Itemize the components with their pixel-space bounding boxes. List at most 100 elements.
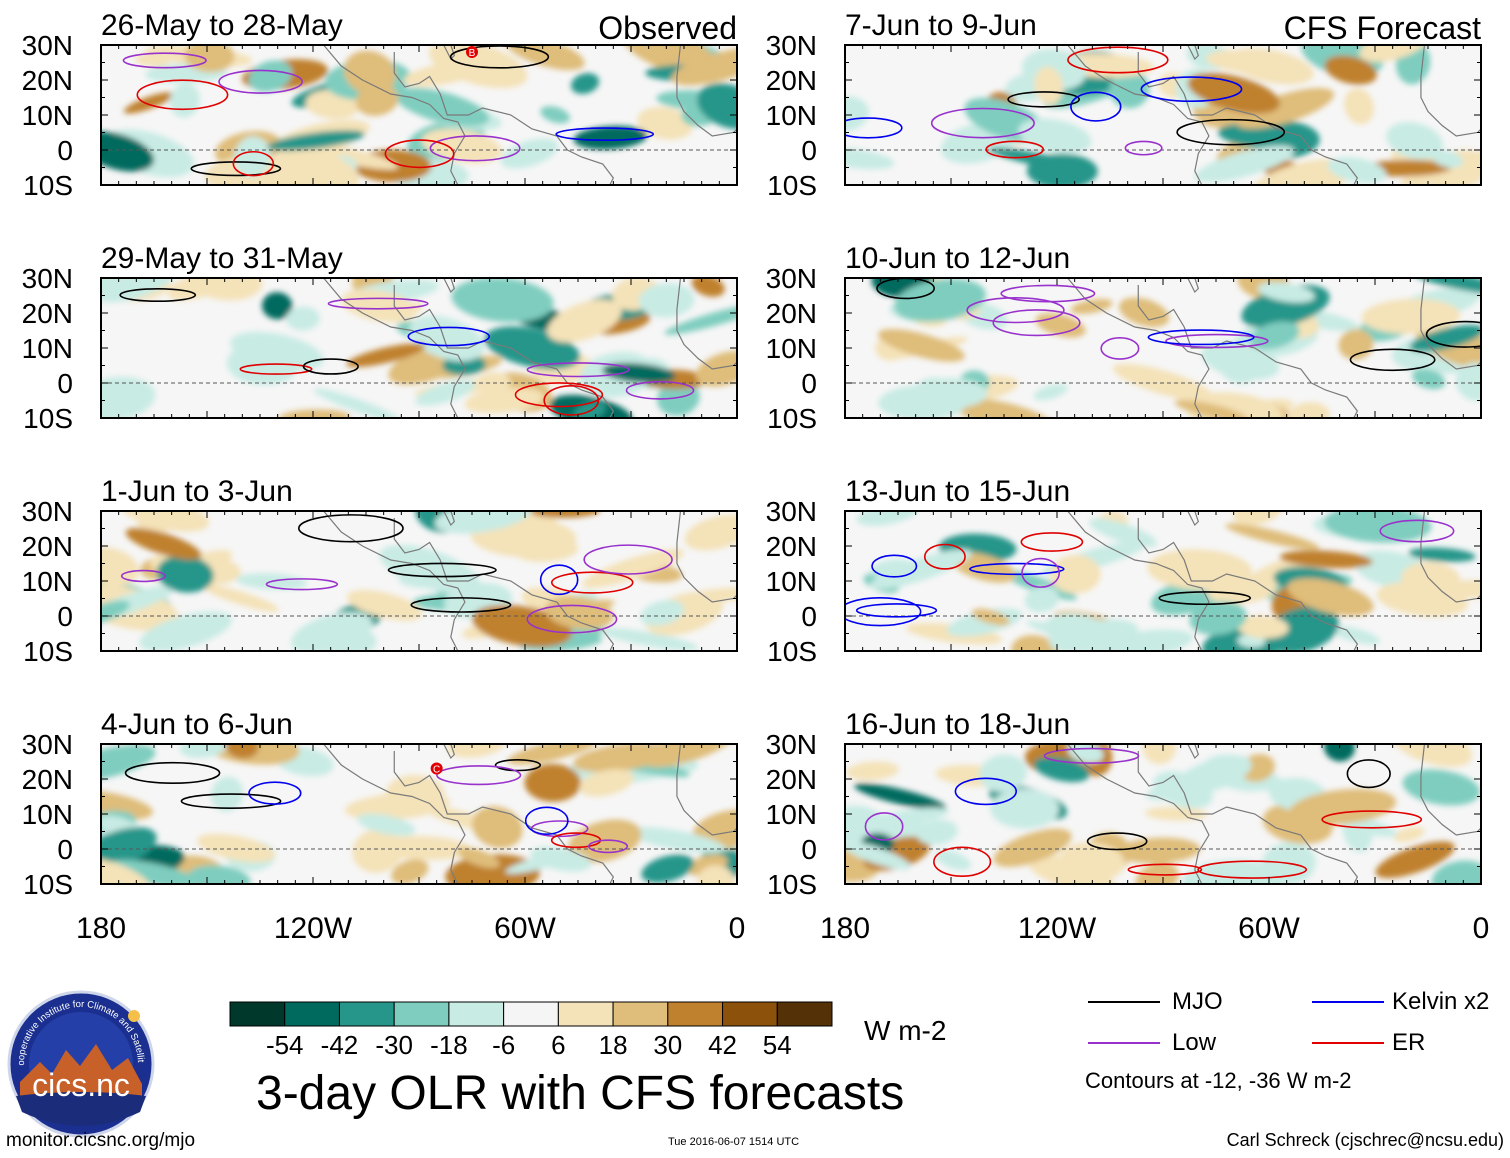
contour-note: Contours at -12, -36 W m-2 — [1085, 1068, 1352, 1093]
lat-tick: 20N — [22, 764, 73, 795]
lat-tick: 10S — [767, 170, 817, 201]
legend-label-mjo: MJO — [1172, 988, 1223, 1015]
legend-label-er: ER — [1392, 1029, 1426, 1056]
lat-tick: 10S — [23, 170, 73, 201]
forecast-panel-1: 30N 20N 10N 0 10S 7-Jun to 9-Jun CFS Forecast — [766, 9, 1482, 201]
forecast-panel-3: 30N 20N 10N 0 10S 13-Jun to 15-Jun — [766, 475, 1482, 667]
legend — [1088, 1001, 1384, 1044]
lat-tick: 30N — [766, 729, 817, 760]
colorbar-tick: 30 — [653, 1030, 682, 1060]
lat-tick: 10S — [23, 636, 73, 667]
colorbar-tick: -42 — [321, 1030, 359, 1060]
lon-tick: 120W — [1018, 912, 1097, 945]
colorbar-swatch — [338, 1001, 395, 1027]
colorbar-tick: -54 — [266, 1030, 304, 1060]
lat-tick: 30N — [22, 30, 73, 61]
colorbar-units: W m-2 — [864, 1015, 947, 1046]
lat-tick: 20N — [766, 531, 817, 562]
lat-tick: 20N — [22, 65, 73, 96]
colorbar: -54 -42 -30 -18 -6 6 18 30 42 54 — [229, 1001, 833, 1060]
forecast-panel-4: 30N 20N 10N 0 10S 16-Jun to 18-Jun — [766, 708, 1482, 900]
lat-tick: 0 — [801, 135, 817, 166]
legend-label-kelvin: Kelvin x2 — [1392, 988, 1490, 1015]
logo-name: cics.nc — [32, 1067, 130, 1103]
lat-tick: 10N — [22, 799, 73, 830]
lat-tick: 0 — [801, 368, 817, 399]
lat-tick: 20N — [766, 298, 817, 329]
colorbar-swatch — [503, 1001, 559, 1027]
lat-tick: 0 — [57, 601, 73, 632]
colorbar-swatch — [448, 1001, 505, 1027]
footer-url[interactable]: monitor.cicsnc.org/mjo — [6, 1130, 196, 1151]
lat-tick: 30N — [766, 30, 817, 61]
colorbar-swatch — [776, 1001, 833, 1027]
colorbar-swatch — [612, 1001, 669, 1027]
colorbar-swatch — [393, 1001, 450, 1027]
panel-title: 16-Jun to 18-Jun — [845, 708, 1070, 741]
lat-tick: 20N — [766, 65, 817, 96]
lat-tick: 0 — [57, 834, 73, 865]
lat-tick: 30N — [22, 263, 73, 294]
lat-tick: 30N — [22, 496, 73, 527]
colorbar-tick: 6 — [551, 1030, 565, 1060]
colorbar-swatch — [722, 1001, 778, 1027]
lat-tick: 0 — [57, 135, 73, 166]
colorbar-tick: -30 — [375, 1030, 413, 1060]
lat-tick: 10N — [22, 333, 73, 364]
footer-timestamp: Tue 2016-06-07 1514 UTC — [668, 1136, 800, 1148]
lat-tick: 10S — [767, 403, 817, 434]
storm-label: C — [433, 765, 440, 776]
lat-tick: 10N — [766, 333, 817, 364]
colorbar-tick: 18 — [599, 1030, 628, 1060]
lon-tick: 180 — [76, 912, 126, 945]
storm-label: B — [469, 48, 476, 59]
forecast-panel-2: 30N 20N 10N 0 10S 10-Jun to 12-Jun — [766, 242, 1482, 434]
panel-title: 10-Jun to 12-Jun — [845, 242, 1070, 275]
lat-tick: 30N — [766, 263, 817, 294]
colorbar-swatch — [557, 1001, 614, 1027]
storm-marker — [466, 46, 478, 58]
lat-tick: 10N — [766, 566, 817, 597]
lat-tick: 10S — [767, 636, 817, 667]
colorbar-tick: -18 — [430, 1030, 468, 1060]
lon-tick: 0 — [1473, 912, 1490, 945]
panel-title: 26-May to 28-May — [101, 9, 343, 42]
lon-tick: 60W — [1238, 912, 1300, 945]
observed-panel-4: 30N 20N 10N 0 10S 4-Jun to 6-Jun C — [22, 708, 738, 900]
lat-tick: 30N — [22, 729, 73, 760]
panel-title: 1-Jun to 3-Jun — [101, 475, 293, 508]
storm-marker — [430, 762, 443, 775]
lat-tick: 20N — [766, 764, 817, 795]
panel-title: 4-Jun to 6-Jun — [101, 708, 293, 741]
lat-tick: 10S — [23, 403, 73, 434]
lon-tick: 180 — [820, 912, 870, 945]
lon-tick: 0 — [729, 912, 746, 945]
colorbar-swatch — [229, 1001, 286, 1027]
lat-tick: 10N — [22, 100, 73, 131]
colorbar-swatch — [667, 1001, 724, 1027]
lat-tick: 10N — [766, 100, 817, 131]
lat-tick: 20N — [22, 298, 73, 329]
lat-tick: 0 — [801, 601, 817, 632]
lat-tick: 0 — [57, 368, 73, 399]
column-header: CFS Forecast — [1284, 10, 1481, 46]
colorbar-tick: 42 — [708, 1030, 737, 1060]
lat-tick: 10S — [767, 869, 817, 900]
lon-tick: 60W — [494, 912, 556, 945]
lat-tick: 10S — [23, 869, 73, 900]
lat-tick: 0 — [801, 834, 817, 865]
legend-label-low: Low — [1172, 1029, 1217, 1056]
figure-title: 3-day OLR with CFS forecasts — [256, 1067, 905, 1120]
footer-credit: Carl Schreck (cjschrec@ncsu.edu) — [1226, 1130, 1504, 1150]
colorbar-swatch — [284, 1001, 340, 1027]
lat-tick: 20N — [22, 531, 73, 562]
lon-tick: 120W — [274, 912, 353, 945]
panel-title: 7-Jun to 9-Jun — [845, 9, 1037, 42]
observed-panel-3: 30N 20N 10N 0 10S 1-Jun to 3-Jun — [22, 475, 738, 667]
lat-tick: 10N — [766, 799, 817, 830]
panel-title: 13-Jun to 15-Jun — [845, 475, 1070, 508]
column-header: Observed — [598, 10, 737, 46]
panel-title: 29-May to 31-May — [101, 242, 343, 275]
lat-tick: 10N — [22, 566, 73, 597]
